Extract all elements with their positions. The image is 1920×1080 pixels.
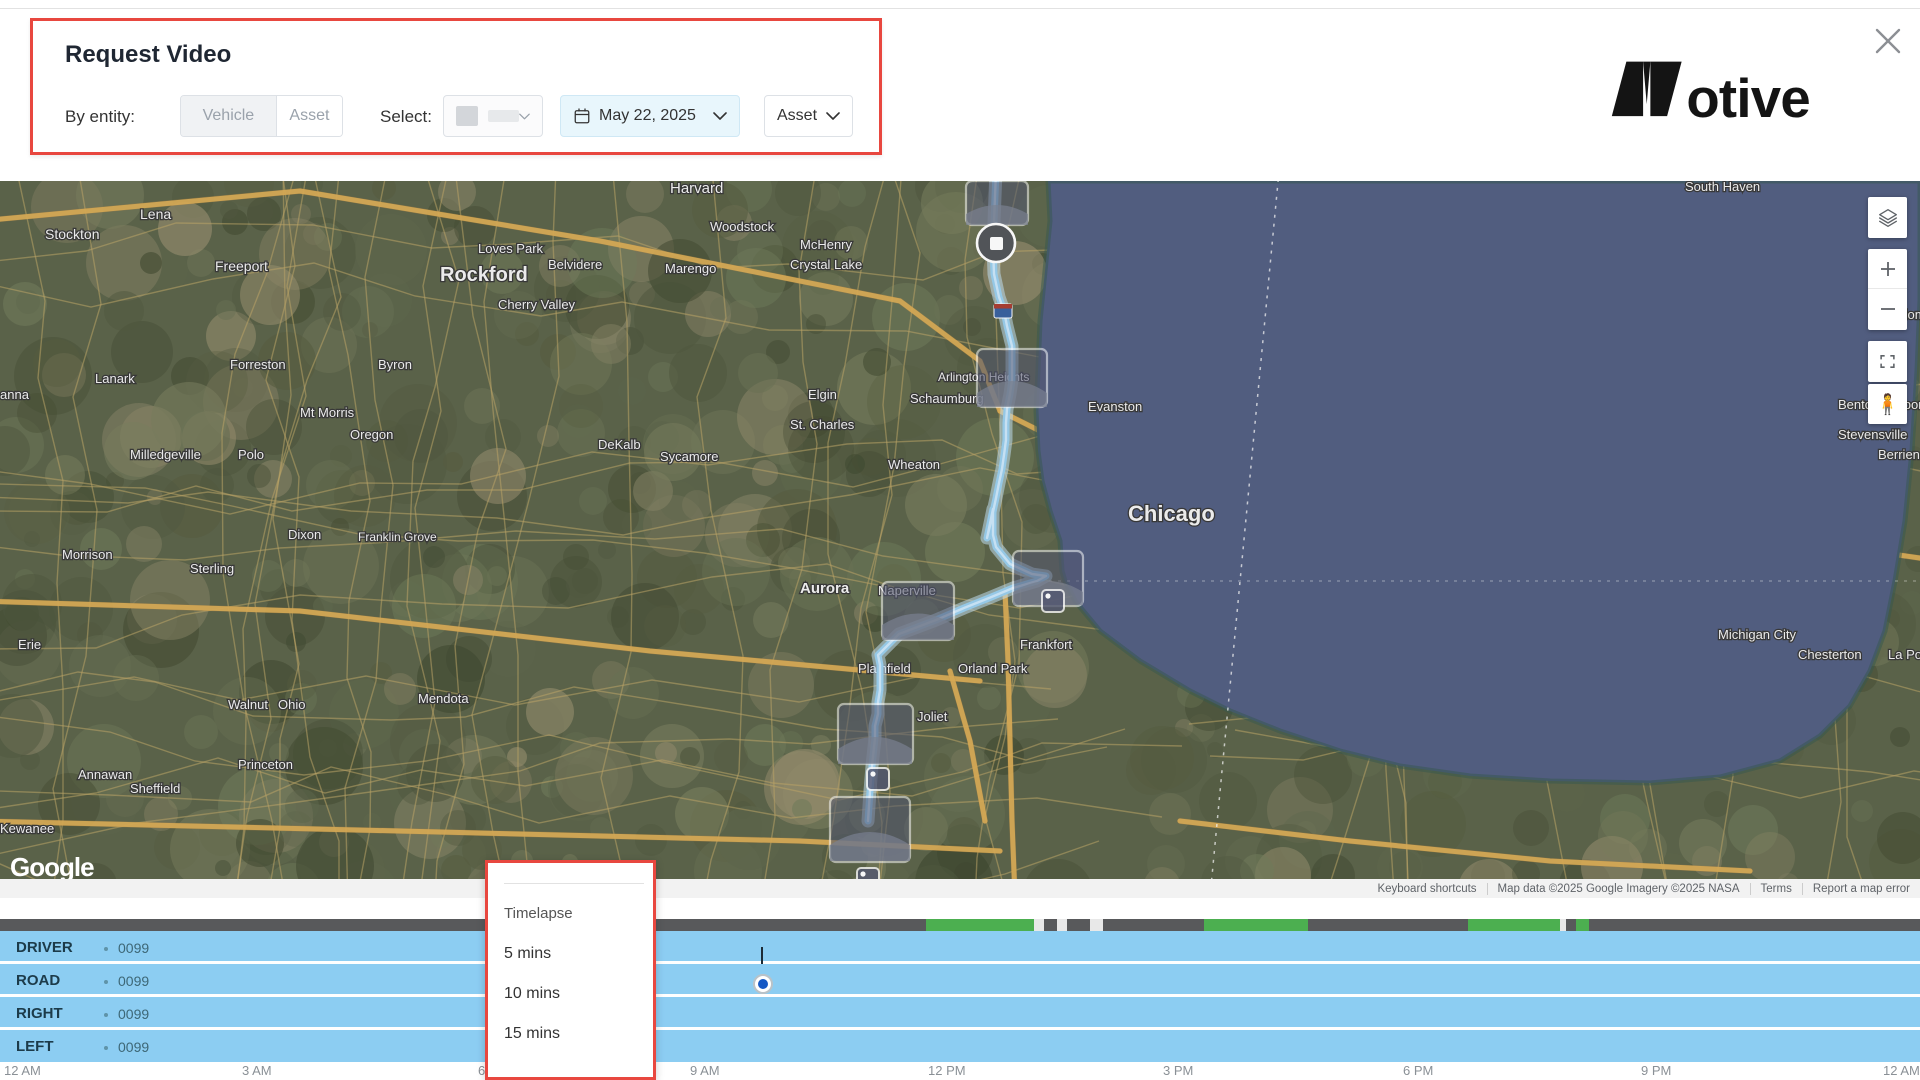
svg-text:Berrien Springs: Berrien Springs [1878,447,1920,462]
svg-text:Orland Park: Orland Park [958,661,1028,676]
svg-text:Franklin Grove: Franklin Grove [358,530,437,544]
svg-text:Wheaton: Wheaton [888,457,940,472]
svg-text:Erie: Erie [18,637,41,652]
svg-text:Ohio: Ohio [278,697,305,712]
svg-text:Lanark: Lanark [95,371,135,386]
svg-text:Sterling: Sterling [190,561,234,576]
svg-text:Chesterton: Chesterton [1798,647,1862,662]
svg-text:Forreston: Forreston [230,357,286,372]
svg-text:Mt Morris: Mt Morris [300,405,355,420]
svg-text:Lena: Lena [140,206,171,222]
svg-text:otive: otive [1686,68,1810,118]
svg-text:McHenry: McHenry [800,237,853,252]
svg-text:Woodstock: Woodstock [710,219,775,234]
svg-text:Elgin: Elgin [808,387,837,402]
svg-text:anna: anna [0,387,30,402]
svg-text:Crystal Lake: Crystal Lake [790,257,862,272]
svg-text:La Porte: La Porte [1888,647,1920,662]
svg-text:Freeport: Freeport [215,258,268,274]
svg-text:Michigan City: Michigan City [1718,627,1797,642]
svg-text:Sheffield: Sheffield [130,781,180,796]
svg-text:Byron: Byron [378,357,412,372]
svg-text:Milledgeville: Milledgeville [130,447,201,462]
svg-text:Kewanee: Kewanee [0,821,54,836]
svg-text:Schaumburg: Schaumburg [910,391,984,406]
svg-text:Oregon: Oregon [350,427,393,442]
svg-text:Sycamore: Sycamore [660,449,719,464]
svg-text:Dixon: Dixon [288,527,321,542]
svg-text:Stevensville: Stevensville [1838,427,1907,442]
svg-text:South Haven: South Haven [1685,181,1760,194]
svg-text:Polo: Polo [238,447,264,462]
svg-text:Rockford: Rockford [440,264,528,286]
svg-text:DeKalb: DeKalb [598,437,641,452]
svg-text:St. Charles: St. Charles [790,417,855,432]
svg-text:Frankfort: Frankfort [1020,637,1072,652]
svg-text:Walnut: Walnut [228,697,268,712]
svg-text:Loves Park: Loves Park [478,241,544,256]
svg-text:Stockton: Stockton [45,226,99,242]
svg-text:Marengo: Marengo [665,261,716,276]
svg-text:Annawan: Annawan [78,767,132,782]
svg-text:Evanston: Evanston [1088,399,1142,414]
svg-text:Cherry Valley: Cherry Valley [498,297,576,312]
svg-text:Chicago: Chicago [1128,501,1215,526]
svg-text:Belvidere: Belvidere [548,257,602,272]
svg-text:Joliet: Joliet [917,709,948,724]
svg-text:Mendota: Mendota [418,691,469,706]
svg-text:Princeton: Princeton [238,757,293,772]
svg-text:Aurora: Aurora [800,580,850,597]
svg-text:Harvard: Harvard [670,181,723,197]
svg-text:Morrison: Morrison [62,547,113,562]
